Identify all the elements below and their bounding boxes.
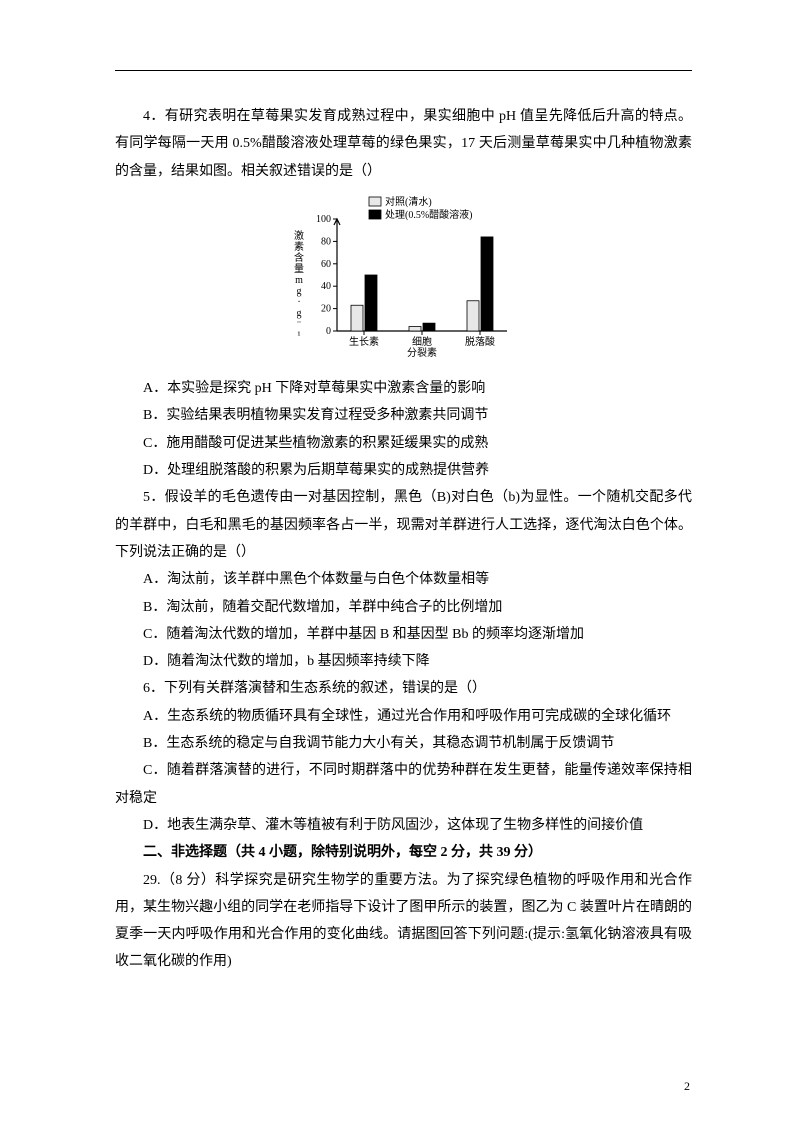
q6-option-b: B．生态系统的稳定与自我调节能力大小有关，其稳态调节机制属于反馈调节 bbox=[115, 730, 692, 757]
q4-option-d: D．处理组脱落酸的积累为后期草莓果实的成熟提供营养 bbox=[115, 457, 692, 484]
svg-text:处理(0.5%醋酸溶液): 处理(0.5%醋酸溶液) bbox=[385, 208, 473, 221]
svg-text:·: · bbox=[297, 297, 300, 308]
page-number: 2 bbox=[684, 1075, 690, 1098]
svg-text:g: g bbox=[296, 286, 301, 297]
q4-option-c: C．施用醋酸可促进某些植物激素的积累延缓果实的成熟 bbox=[115, 430, 692, 457]
svg-text:⁻: ⁻ bbox=[296, 319, 301, 330]
q4-option-a: A．本实验是探究 pH 下降对草莓果实中激素含量的影响 bbox=[115, 375, 692, 402]
svg-text:60: 60 bbox=[321, 259, 331, 270]
svg-text:生长素: 生长素 bbox=[349, 335, 379, 348]
svg-text:细胞: 细胞 bbox=[412, 335, 432, 348]
svg-text:0: 0 bbox=[326, 326, 331, 337]
svg-text:g: g bbox=[296, 308, 301, 319]
bar-chart-svg: 020406080100激素含量mg·g⁻¹生长素细胞分裂素脱落酸赤霉素对照(清… bbox=[289, 191, 519, 361]
svg-text:含: 含 bbox=[294, 251, 304, 264]
q4-option-b: B．实验结果表明植物果实发育过程受多种激素共同调节 bbox=[115, 402, 692, 429]
svg-text:80: 80 bbox=[321, 236, 331, 247]
svg-text:¹: ¹ bbox=[297, 330, 300, 341]
q5-stem: 5．假设羊的毛色遗传由一对基因控制，黑色（B)对白色（b)为显性。一个随机交配多… bbox=[115, 484, 692, 566]
q5-option-b: B．淘汰前，随着交配代数增加，羊群中纯合子的比例增加 bbox=[115, 594, 692, 621]
svg-text:20: 20 bbox=[321, 303, 331, 314]
svg-text:对照(清水): 对照(清水) bbox=[385, 195, 432, 208]
q4-stem: 4．有研究表明在草莓果实发育成熟过程中，果实细胞中 pH 值呈先降低后升高的特点… bbox=[115, 103, 692, 185]
hormone-chart: 020406080100激素含量mg·g⁻¹生长素细胞分裂素脱落酸赤霉素对照(清… bbox=[115, 191, 692, 371]
section-2-heading: 二、非选择题（共 4 小题，除特别说明外，每空 2 分，共 39 分） bbox=[115, 839, 692, 866]
q6-option-c: C．随着群落演替的进行，不同时期群落中的优势种群在发生更替，能量传递效率保持相对… bbox=[115, 757, 692, 812]
svg-text:分裂素: 分裂素 bbox=[407, 346, 437, 359]
svg-text:激: 激 bbox=[294, 229, 304, 242]
svg-text:脱落酸: 脱落酸 bbox=[465, 335, 495, 348]
q5-option-a: A．淘汰前，该羊群中黑色个体数量与白色个体数量相等 bbox=[115, 566, 692, 593]
q5-option-d: D．随着淘汰代数的增加，b 基因频率持续下降 bbox=[115, 648, 692, 675]
q6-option-d: D．地表生满杂草、灌木等植被有利于防风固沙，这体现了生物多样性的间接价值 bbox=[115, 812, 692, 839]
svg-text:素: 素 bbox=[294, 240, 304, 253]
svg-text:m: m bbox=[295, 275, 303, 286]
q6-stem: 6．下列有关群落演替和生态系统的叙述，错误的是（） bbox=[115, 675, 692, 702]
q29-stem: 29.（8 分）科学探究是研究生物学的重要方法。为了探究绿色植物的呼吸作用和光合… bbox=[115, 867, 692, 976]
svg-text:量: 量 bbox=[294, 263, 304, 275]
q5-option-c: C．随着淘汰代数的增加，羊群中基因 B 和基因型 Bb 的频率均逐渐增加 bbox=[115, 621, 692, 648]
svg-text:40: 40 bbox=[321, 281, 331, 292]
svg-text:100: 100 bbox=[316, 214, 331, 225]
q6-option-a: A．生态系统的物质循环具有全球性，通过光合作用和呼吸作用可完成碳的全球化循环 bbox=[115, 703, 692, 730]
